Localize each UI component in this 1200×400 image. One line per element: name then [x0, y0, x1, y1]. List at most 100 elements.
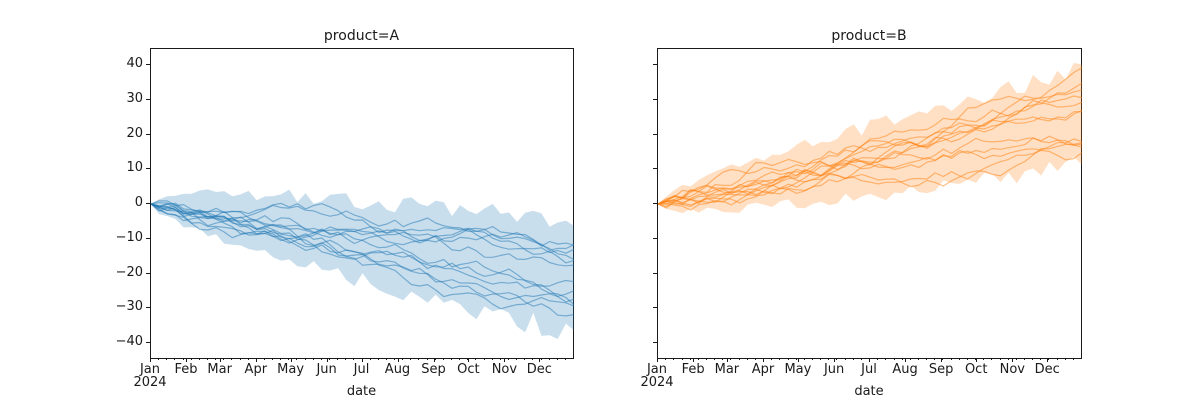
panel-a-plot-area: [150, 48, 574, 359]
series-line-unit-3: [658, 138, 1082, 205]
uncertainty-band: [658, 63, 1082, 214]
x-minor-tick: [1064, 358, 1066, 360]
x-minor-tick: [434, 358, 436, 360]
series-line-unit-11: [658, 67, 1082, 209]
x-major-tick: [186, 358, 187, 362]
y-tick: [653, 342, 657, 343]
x-tick-label: Feb: [174, 362, 198, 377]
x-minor-tick: [714, 358, 716, 360]
x-minor-tick: [730, 358, 732, 360]
y-tick-label: −30: [115, 299, 143, 315]
y-tick: [653, 272, 657, 274]
x-minor-tick: [909, 358, 911, 360]
x-tick-label: Feb: [681, 362, 705, 377]
x-tick-label: Dec: [526, 362, 552, 377]
y-tick: [653, 307, 657, 309]
x-minor-tick: [820, 358, 822, 360]
panel-a-title: product=A: [323, 28, 400, 44]
x-minor-tick: [548, 358, 550, 360]
x-minor-tick: [556, 358, 558, 360]
series-line-unit-3: [151, 202, 574, 264]
series-line-unit-10: [151, 203, 574, 306]
x-minor-tick: [1007, 358, 1009, 360]
x-minor-tick: [828, 358, 830, 360]
y-tick: [146, 203, 150, 204]
panel-b-plot-area: [657, 48, 1082, 359]
x-minor-tick: [280, 358, 282, 360]
x-minor-tick: [166, 358, 168, 360]
x-minor-tick: [491, 358, 493, 360]
x-minor-tick: [182, 358, 184, 360]
x-minor-tick: [516, 358, 518, 360]
x-minor-tick: [418, 358, 420, 360]
x-major-tick: [468, 358, 470, 362]
x-minor-tick: [1056, 358, 1058, 360]
x-minor-tick: [754, 358, 756, 360]
x-axis-year-label: 2024: [133, 375, 167, 390]
x-minor-tick: [926, 358, 928, 360]
x-major-tick: [693, 358, 695, 362]
x-major-tick: [361, 358, 363, 362]
x-minor-tick: [190, 358, 192, 360]
x-tick-label: May: [277, 362, 305, 377]
series-line-unit-4: [658, 142, 1082, 206]
x-minor-tick: [722, 358, 724, 360]
x-minor-tick: [312, 358, 314, 360]
x-major-tick: [941, 358, 943, 362]
x-minor-tick: [174, 358, 176, 360]
y-tick: [146, 168, 150, 170]
plot-canvas: [151, 189, 574, 339]
x-minor-tick: [263, 358, 265, 360]
x-minor-tick: [369, 358, 371, 360]
x-minor-tick: [1032, 358, 1034, 360]
y-tick-label: −10: [115, 229, 143, 245]
x-major-tick: [504, 358, 506, 362]
x-major-tick: [1047, 358, 1049, 362]
x-major-tick: [433, 358, 435, 362]
uncertainty-band: [151, 189, 574, 339]
x-minor-tick: [844, 358, 846, 360]
x-minor-tick: [223, 358, 225, 360]
series-line-unit-6: [151, 202, 574, 261]
x-tick-label: Jun: [316, 362, 337, 377]
x-minor-tick: [320, 358, 322, 360]
x-minor-tick: [524, 358, 526, 360]
x-minor-tick: [705, 358, 707, 360]
x-minor-tick: [877, 358, 879, 360]
y-tick: [146, 307, 150, 309]
x-minor-tick: [394, 358, 395, 360]
x-minor-tick: [966, 358, 968, 360]
x-minor-tick: [673, 358, 675, 360]
x-major-tick: [1012, 358, 1014, 362]
x-major-tick: [869, 358, 870, 362]
x-tick-label: Aug: [892, 362, 918, 377]
x-minor-tick: [507, 358, 509, 360]
x-minor-tick: [198, 358, 200, 360]
x-minor-tick: [329, 358, 330, 360]
x-minor-tick: [385, 358, 387, 360]
x-minor-tick: [950, 358, 952, 360]
x-minor-tick: [206, 358, 208, 360]
x-minor-tick: [377, 358, 379, 360]
y-tick: [653, 168, 657, 170]
x-minor-tick: [410, 358, 412, 360]
x-major-tick: [397, 358, 399, 362]
x-tick-label: Oct: [964, 362, 988, 377]
x-major-tick: [726, 358, 728, 362]
x-minor-tick: [771, 358, 773, 360]
x-tick-label: May: [784, 362, 812, 377]
x-minor-tick: [296, 358, 298, 360]
x-minor-tick: [483, 358, 485, 360]
x-minor-tick: [337, 358, 339, 360]
x-major-tick: [255, 358, 257, 362]
x-minor-tick: [934, 358, 936, 360]
x-minor-tick: [901, 358, 903, 360]
y-tick-label: 40: [126, 56, 143, 71]
x-minor-tick: [975, 358, 976, 360]
y-tick-label: 30: [126, 90, 143, 106]
x-minor-tick: [893, 358, 895, 360]
x-minor-tick: [942, 358, 944, 360]
x-major-tick: [905, 358, 907, 362]
x-minor-tick: [532, 358, 534, 360]
